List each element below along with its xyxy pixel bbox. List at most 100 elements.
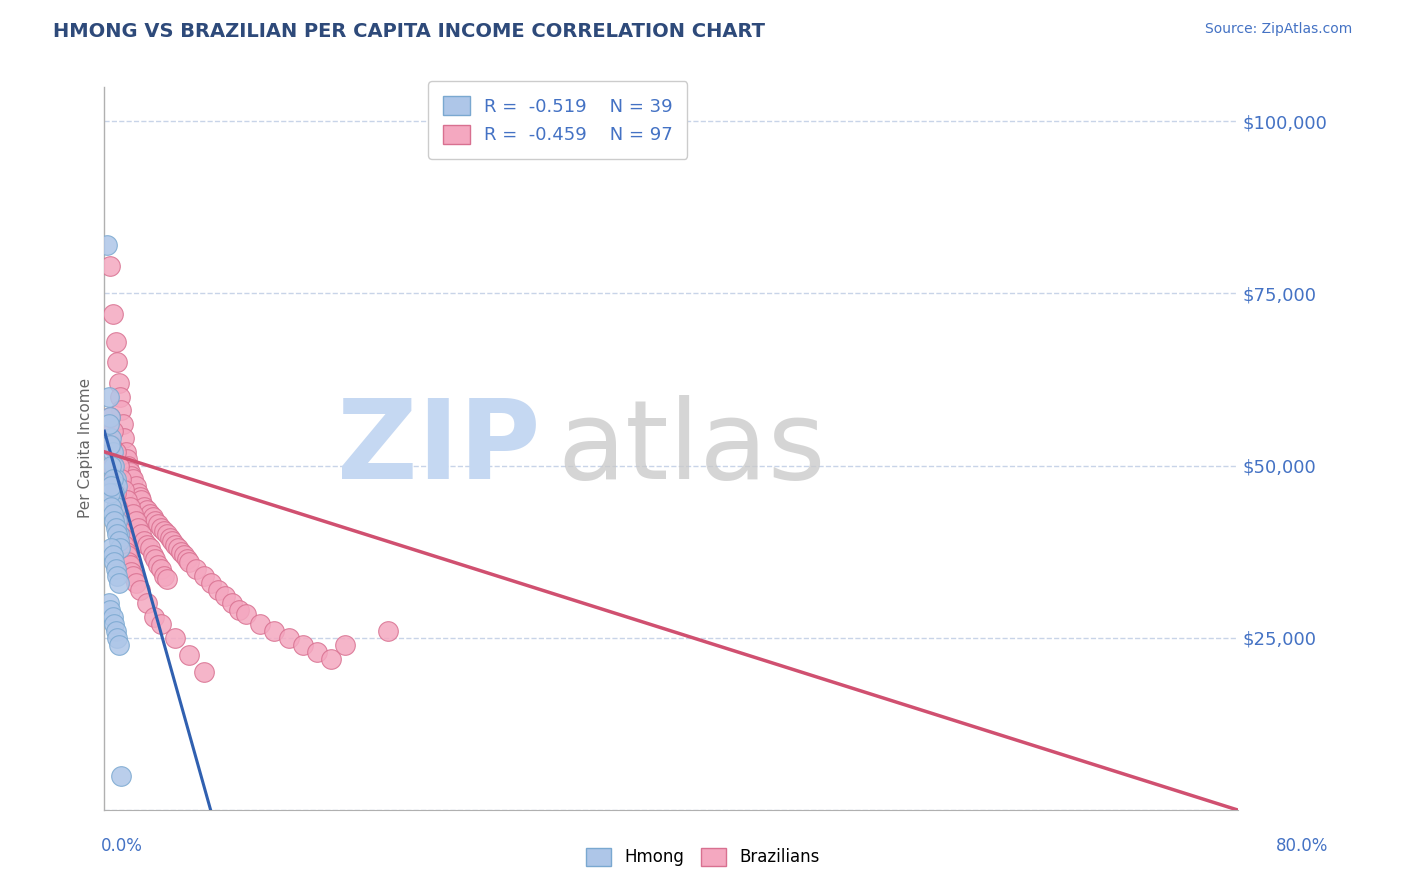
Point <box>107 507 129 521</box>
Point <box>111 531 134 545</box>
Point <box>101 458 124 473</box>
Point <box>97 390 120 404</box>
Point <box>200 575 222 590</box>
Point <box>214 590 236 604</box>
Point <box>108 517 131 532</box>
Point <box>111 417 134 432</box>
Point <box>101 307 124 321</box>
Point <box>193 665 215 680</box>
Point <box>207 582 229 597</box>
Y-axis label: Per Capita Income: Per Capita Income <box>79 378 93 518</box>
Legend: R =  -0.519    N = 39, R =  -0.459    N = 97: R = -0.519 N = 39, R = -0.459 N = 97 <box>429 81 688 159</box>
Point <box>165 631 187 645</box>
Point <box>120 469 142 483</box>
Point <box>150 562 173 576</box>
Text: ZIP: ZIP <box>337 395 541 502</box>
Point <box>121 507 143 521</box>
Point <box>108 390 131 404</box>
Text: 0.0%: 0.0% <box>101 837 143 855</box>
Point <box>96 238 118 252</box>
Point <box>107 575 129 590</box>
Point <box>107 534 129 549</box>
Point <box>128 490 150 504</box>
Point <box>291 638 314 652</box>
Point <box>138 507 160 521</box>
Point <box>98 438 121 452</box>
Point <box>129 527 152 541</box>
Point <box>100 541 122 556</box>
Point <box>100 458 122 473</box>
Point <box>101 424 124 438</box>
Point <box>129 493 152 508</box>
Point <box>100 438 122 452</box>
Point <box>148 558 170 573</box>
Point <box>145 514 167 528</box>
Point <box>103 472 125 486</box>
Point <box>117 555 139 569</box>
Point <box>104 562 127 576</box>
Point <box>100 479 122 493</box>
Point <box>124 575 146 590</box>
Point <box>120 566 142 580</box>
Point <box>115 493 138 508</box>
Point <box>112 483 135 497</box>
Point <box>118 558 141 573</box>
Point <box>128 582 150 597</box>
Point <box>142 548 165 562</box>
Point <box>105 569 128 583</box>
Point <box>179 648 201 662</box>
Point <box>127 520 149 534</box>
Point <box>110 403 132 417</box>
Point <box>105 479 128 493</box>
Point <box>170 545 193 559</box>
Point <box>179 555 201 569</box>
Point <box>115 548 138 562</box>
Point <box>105 631 128 645</box>
Point <box>104 334 127 349</box>
Point <box>101 472 124 486</box>
Point <box>101 445 124 459</box>
Point <box>101 610 124 624</box>
Point <box>110 472 132 486</box>
Point <box>97 596 120 610</box>
Legend: Hmong, Brazilians: Hmong, Brazilians <box>579 841 827 873</box>
Point <box>100 500 122 514</box>
Point <box>104 445 127 459</box>
Point <box>132 534 155 549</box>
Point <box>114 545 136 559</box>
Point <box>104 472 127 486</box>
Point <box>97 417 120 432</box>
Point <box>159 531 181 545</box>
Point <box>103 514 125 528</box>
Point <box>132 500 155 514</box>
Point <box>150 520 173 534</box>
Text: atlas: atlas <box>558 395 827 502</box>
Point <box>135 538 157 552</box>
Point <box>335 638 357 652</box>
Point <box>110 524 132 538</box>
Point <box>117 458 139 473</box>
Point <box>173 548 195 562</box>
Point <box>156 527 179 541</box>
Point <box>145 551 167 566</box>
Point <box>150 617 173 632</box>
Point <box>103 458 125 473</box>
Point <box>107 376 129 390</box>
Point <box>105 500 128 514</box>
Point <box>153 524 176 538</box>
Point <box>263 624 285 638</box>
Point <box>305 645 328 659</box>
Point <box>104 486 127 500</box>
Text: Source: ZipAtlas.com: Source: ZipAtlas.com <box>1205 22 1353 37</box>
Point <box>98 259 121 273</box>
Point <box>114 445 136 459</box>
Point <box>221 596 243 610</box>
Point <box>165 538 187 552</box>
Point <box>121 472 143 486</box>
Point <box>107 458 129 473</box>
Point <box>115 451 138 466</box>
Point <box>101 548 124 562</box>
Point <box>105 527 128 541</box>
Point <box>112 538 135 552</box>
Point <box>162 534 184 549</box>
